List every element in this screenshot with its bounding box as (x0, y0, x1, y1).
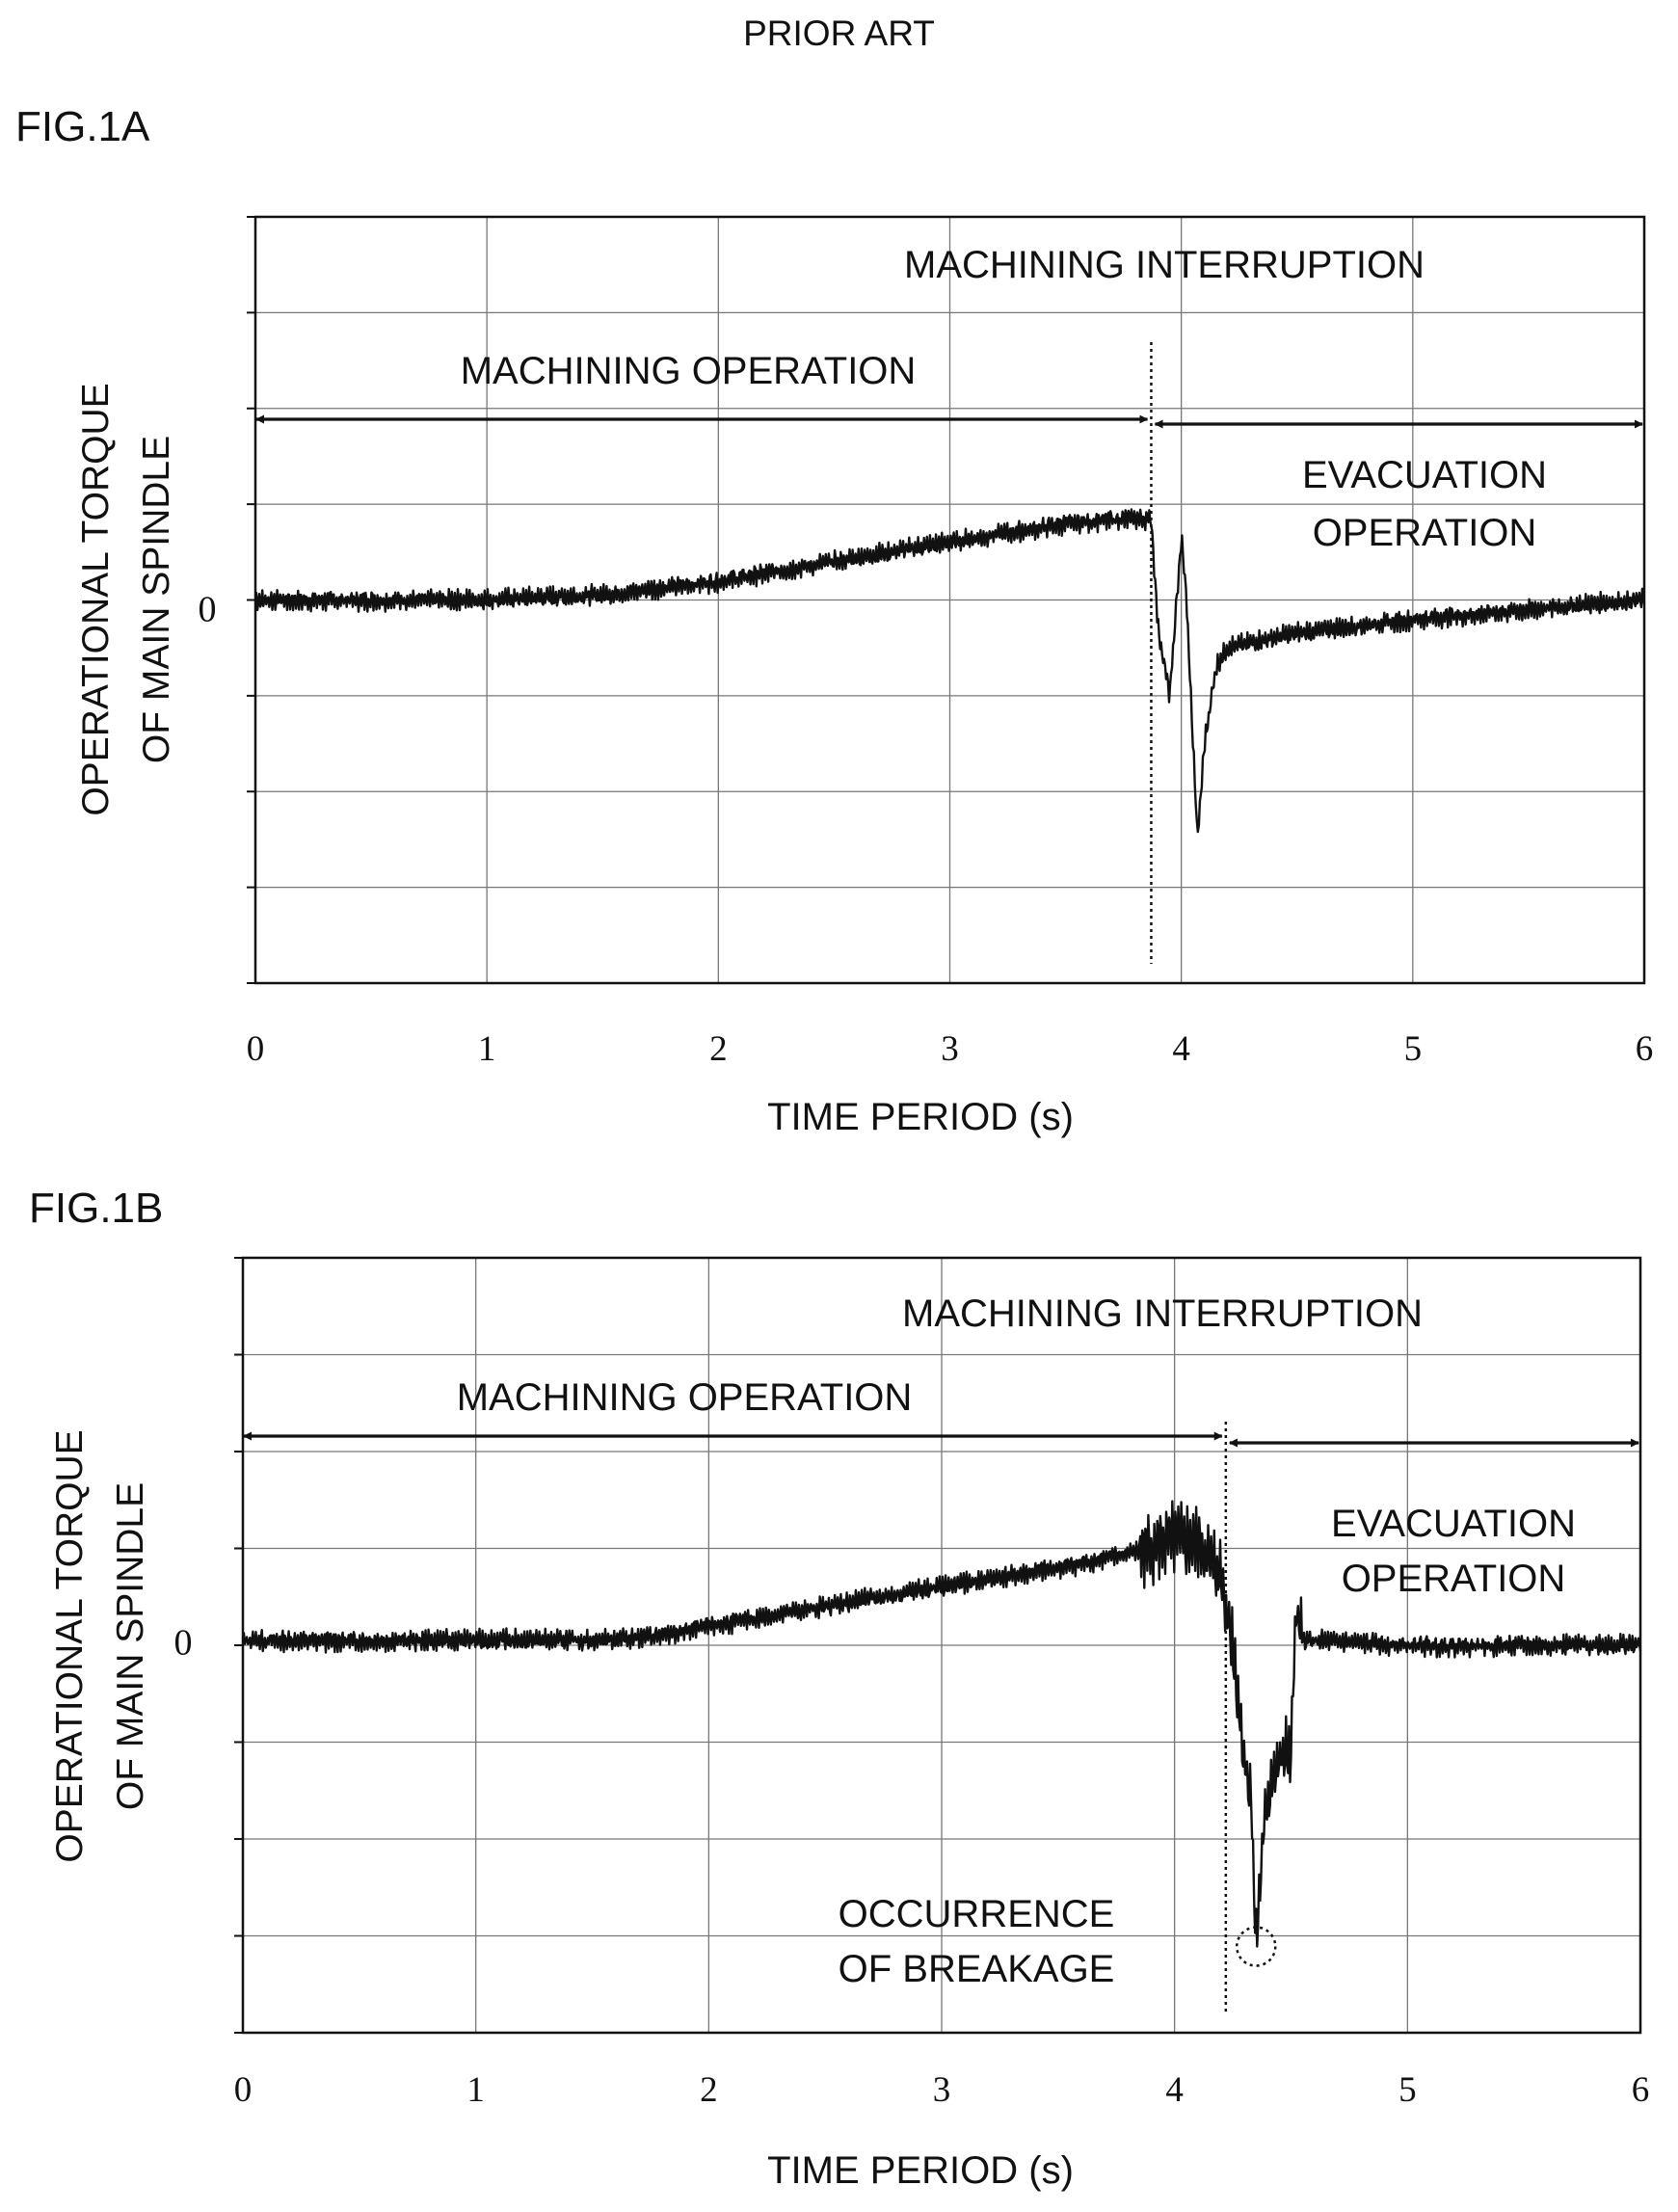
figure-1b-x-tick-label: 6 (1632, 2070, 1650, 2110)
figure-1a-interruption-label: MACHINING INTERRUPTION (904, 244, 1425, 286)
figure-1a-label: FIG.1A (15, 103, 150, 150)
figure-1b-breakage-label-line1: OCCURRENCE (839, 1893, 1115, 1935)
figure-1a-x-tick-label: 6 (1636, 1029, 1654, 1069)
figure-1a-x-tick-label: 3 (941, 1029, 959, 1069)
figure-1b-x-tick-label: 2 (700, 2070, 718, 2110)
figure-1b-y-zero-label: 0 (174, 1623, 193, 1664)
figure-1b: FIG.1B 0 1 2 3 4 5 6 0 TIME PERIOD (s) OPERATI… (29, 1185, 1649, 2192)
figure-1a-x-tick-labels: 0 1 2 3 4 5 6 (247, 1029, 1654, 1069)
figure-1b-evacuation-label-line2: OPERATION (1342, 1558, 1566, 1600)
figure-1b-evacuation-label-line1: EVACUATION (1331, 1503, 1576, 1545)
figure-1b-machining-label: MACHINING OPERATION (457, 1376, 913, 1419)
figure-1b-x-tick-label: 4 (1165, 2070, 1184, 2110)
figure-1a-y-ticks (247, 216, 255, 984)
figure-1b-y-ticks (234, 1257, 243, 2034)
figure-1b-x-tick-label: 0 (234, 2070, 253, 2110)
figure-1b-y-axis-label-line1: OPERATIONAL TORQUE (49, 1429, 91, 1862)
figure-1a-torque-trace (253, 508, 1646, 834)
figure-1a-x-axis-label: TIME PERIOD (s) (767, 1096, 1074, 1138)
figure-1b-interruption-label: MACHINING INTERRUPTION (902, 1293, 1423, 1335)
figure-1a-x-tick-label: 2 (709, 1029, 728, 1069)
figure-1a-y-axis-label-line1: OPERATIONAL TORQUE (75, 383, 117, 815)
figure-1a-y-zero-label: 0 (199, 590, 217, 630)
figure-1a-machining-label: MACHINING OPERATION (461, 350, 917, 392)
figure-1a-evacuation-label-line1: EVACUATION (1302, 454, 1547, 496)
prior-art-heading: PRIOR ART (743, 13, 935, 53)
figure-1b-x-axis-label: TIME PERIOD (s) (767, 2149, 1074, 2192)
figure-1a-evacuation-label-line2: OPERATION (1313, 512, 1537, 554)
figure-1b-x-tick-label: 3 (933, 2070, 951, 2110)
figure-1a: FIG.1A 0 1 2 3 4 5 6 0 TIME PERIOD (s) OPERATI… (15, 103, 1653, 1138)
figure-1a-x-tick-label: 1 (478, 1029, 496, 1069)
figure-1a-x-tick-label: 5 (1404, 1029, 1423, 1069)
figure-1b-x-tick-labels: 0 1 2 3 4 5 6 (234, 2070, 1650, 2110)
figure-1b-label: FIG.1B (29, 1185, 163, 1232)
figure-1a-x-tick-label: 4 (1172, 1029, 1190, 1069)
figure-1b-y-axis-label-line2: OF MAIN SPINDLE (110, 1482, 151, 1810)
figure-1b-torque-trace (241, 1500, 1642, 1948)
figure-1b-breakage-label-line2: OF BREAKAGE (839, 1948, 1115, 1990)
figure-1a-x-tick-label: 0 (247, 1029, 265, 1069)
figure-1a-y-axis-label-line2: OF MAIN SPINDLE (136, 436, 177, 763)
figure-1b-x-tick-label: 5 (1398, 2070, 1417, 2110)
figure-1b-breakage-marker (1236, 1926, 1277, 1967)
figure-1b-x-tick-label: 1 (466, 2070, 485, 2110)
